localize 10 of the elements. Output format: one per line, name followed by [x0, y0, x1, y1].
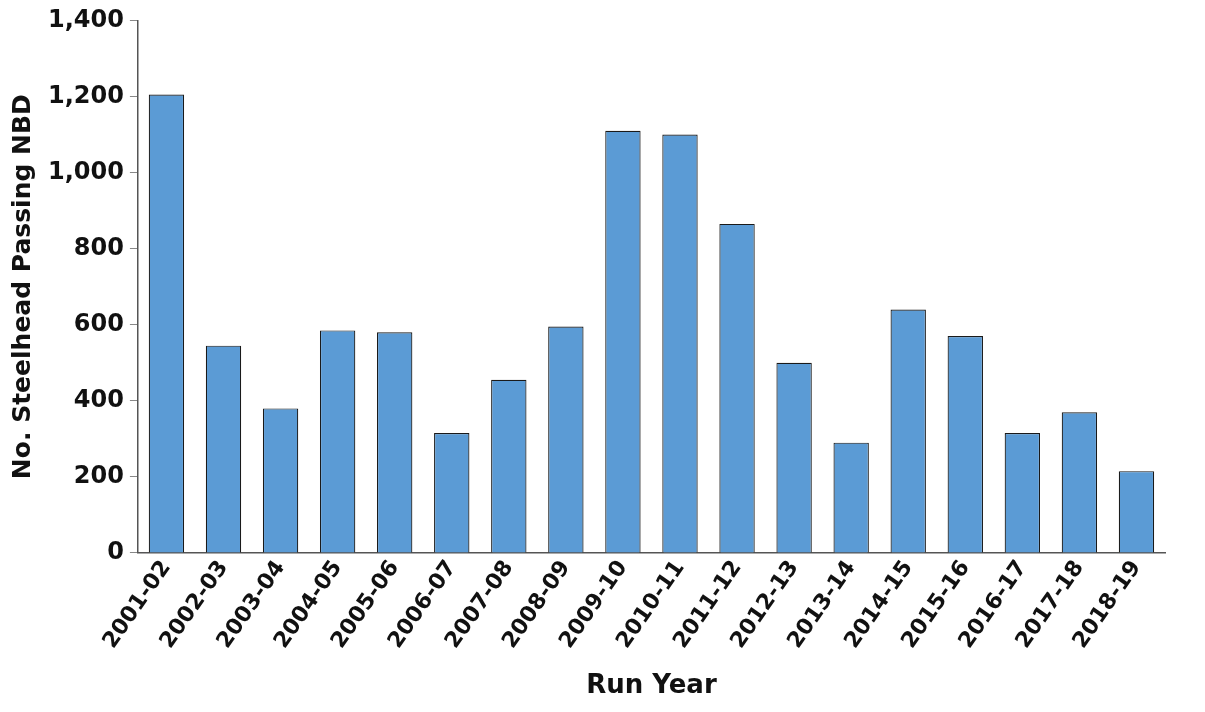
y-tick-label: 800: [73, 232, 124, 261]
y-tick-label: 1,200: [47, 80, 124, 109]
y-tick-label: 1,400: [47, 4, 124, 33]
y-tick-label: 200: [73, 461, 124, 490]
y-tick-label: 1,000: [47, 156, 124, 185]
y-tick-label: 400: [73, 385, 124, 414]
y-tick-label: 0: [107, 537, 124, 566]
y-axis-title: No. Steelhead Passing NBD: [6, 94, 36, 480]
y-tick-label: 600: [73, 308, 124, 337]
x-axis-title: Run Year: [586, 669, 717, 700]
